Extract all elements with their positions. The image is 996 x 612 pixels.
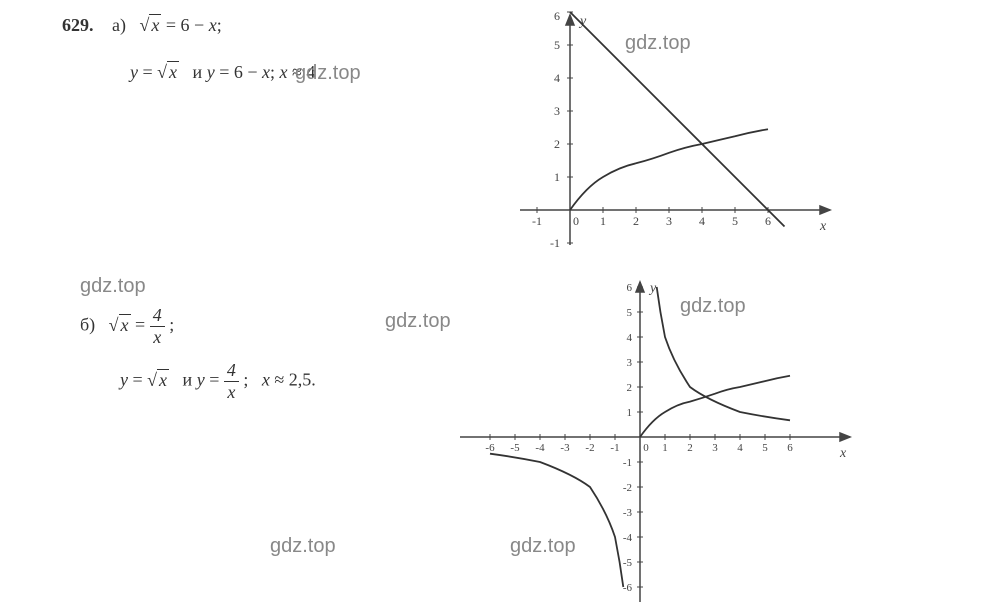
svg-text:-3: -3 — [623, 507, 633, 519]
svg-text:4: 4 — [737, 442, 743, 454]
svg-text:3: 3 — [666, 214, 672, 228]
svg-text:-1: -1 — [623, 457, 632, 469]
svg-text:2: 2 — [627, 382, 633, 394]
svg-text:4: 4 — [627, 332, 633, 344]
watermark-1: gdz.top — [295, 62, 361, 85]
svg-text:5: 5 — [554, 38, 560, 52]
part-a-solution: y = √x и y = 6 − x; x ≈ 4 — [130, 62, 315, 83]
svg-text:x: x — [819, 219, 827, 234]
watermark-3: gdz.top — [80, 275, 146, 298]
svg-text:-5: -5 — [623, 557, 633, 569]
part-a-label: а) √x = 6 − x; — [112, 15, 222, 36]
part-a-label-text: а) — [112, 15, 126, 35]
svg-text:5: 5 — [732, 214, 738, 228]
svg-text:6: 6 — [787, 442, 793, 454]
svg-text:2: 2 — [633, 214, 639, 228]
problem-number: 629. — [62, 15, 94, 36]
svg-text:5: 5 — [627, 307, 633, 319]
svg-text:6: 6 — [765, 214, 771, 228]
part-b-solution: y = √x и y = 4x ; x ≈ 2,5. — [120, 360, 316, 403]
svg-text:-4: -4 — [623, 532, 633, 544]
svg-text:y: y — [648, 281, 657, 296]
svg-text:1: 1 — [554, 170, 560, 184]
svg-text:3: 3 — [627, 357, 633, 369]
svg-text:-3: -3 — [560, 442, 570, 454]
svg-text:6: 6 — [627, 282, 633, 294]
svg-text:-5: -5 — [510, 442, 520, 454]
svg-text:-1: -1 — [610, 442, 619, 454]
part-b-label: б) √x = 4x ; — [80, 305, 174, 348]
svg-text:4: 4 — [699, 214, 705, 228]
svg-text:0: 0 — [573, 214, 579, 228]
svg-text:-2: -2 — [585, 442, 594, 454]
watermark-5: gdz.top — [680, 295, 746, 318]
svg-text:6: 6 — [554, 10, 560, 23]
svg-text:1: 1 — [627, 407, 633, 419]
svg-text:0: 0 — [643, 442, 649, 454]
svg-text:4: 4 — [554, 71, 560, 85]
svg-text:x: x — [839, 446, 847, 461]
svg-text:5: 5 — [762, 442, 768, 454]
chart-b: -6 -5 -4 -3 -2 -1 0 1 2 3 4 5 6 6 5 4 3 … — [440, 277, 870, 607]
svg-text:1: 1 — [662, 442, 668, 454]
watermark-2: gdz.top — [625, 32, 691, 55]
svg-text:3: 3 — [554, 104, 560, 118]
svg-text:-2: -2 — [623, 482, 632, 494]
svg-text:-6: -6 — [485, 442, 495, 454]
svg-text:-4: -4 — [535, 442, 545, 454]
svg-text:-1: -1 — [532, 214, 542, 228]
watermark-4: gdz.top — [385, 310, 451, 333]
svg-text:2: 2 — [687, 442, 693, 454]
svg-text:3: 3 — [712, 442, 718, 454]
part-b-label-text: б) — [80, 315, 95, 335]
watermark-6: gdz.top — [270, 535, 336, 558]
svg-text:-6: -6 — [623, 582, 633, 594]
watermark-7: gdz.top — [510, 535, 576, 558]
svg-text:1: 1 — [600, 214, 606, 228]
svg-text:2: 2 — [554, 137, 560, 151]
svg-text:-1: -1 — [550, 236, 560, 250]
